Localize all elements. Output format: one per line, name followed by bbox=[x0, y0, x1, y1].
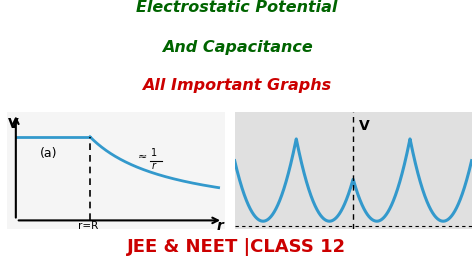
Text: And Capacitance: And Capacitance bbox=[162, 40, 312, 55]
Text: r=R: r=R bbox=[78, 221, 98, 231]
Text: JEE & NEET |CLASS 12: JEE & NEET |CLASS 12 bbox=[128, 238, 346, 256]
Text: r: r bbox=[217, 219, 223, 232]
Text: V: V bbox=[8, 118, 19, 131]
Text: Electrostatic Potential: Electrostatic Potential bbox=[137, 0, 337, 15]
Text: (a): (a) bbox=[40, 147, 57, 160]
Text: 1: 1 bbox=[151, 148, 157, 158]
Text: V: V bbox=[359, 119, 370, 133]
Text: ≈: ≈ bbox=[138, 152, 147, 162]
Text: All Important Graphs: All Important Graphs bbox=[143, 78, 331, 93]
Text: r: r bbox=[152, 161, 156, 171]
